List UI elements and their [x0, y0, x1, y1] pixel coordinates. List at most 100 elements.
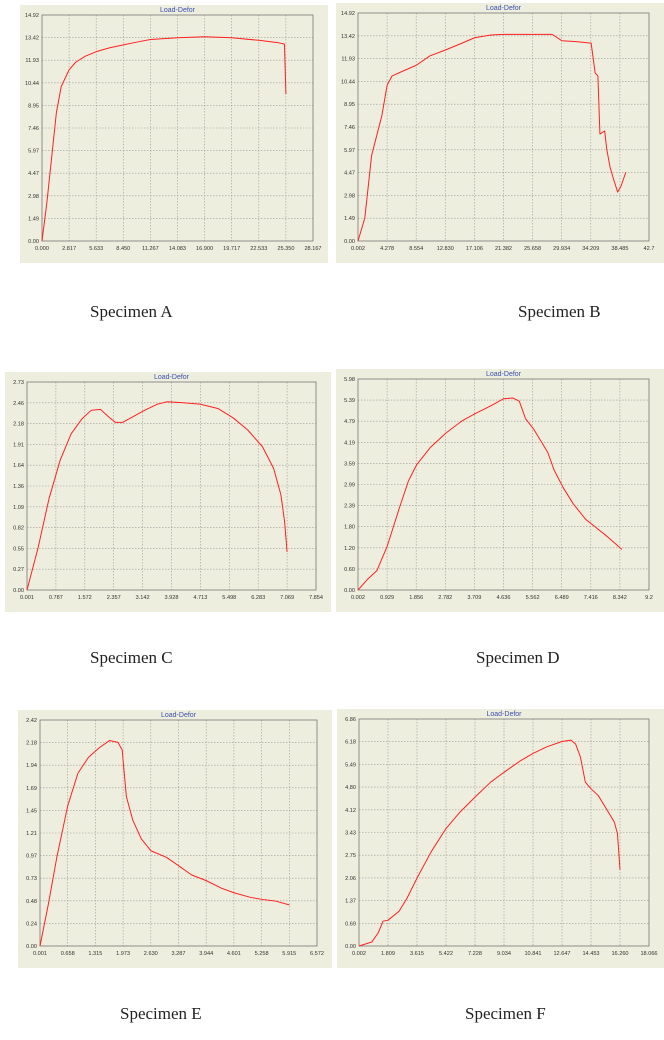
chart-6: Load-Defor 0.002 1.809 3.615 5.422 7.228 9.034… — [337, 709, 664, 968]
chart-1-x-tick-label: 5.633 — [89, 246, 103, 252]
chart-5-title: Load-Defor — [161, 712, 197, 719]
chart-3-frame — [26, 381, 317, 591]
chart-4-x-tick-label: 9.2 — [645, 595, 653, 601]
chart-1-y-tick-label: 7.46 — [28, 126, 39, 132]
chart-4-frame — [357, 378, 650, 591]
chart-2-title: Load-Defor — [486, 5, 522, 12]
chart-5-y-tick-label: 0.00 — [26, 944, 37, 950]
chart-5-x-tick-label: 5.258 — [255, 951, 269, 957]
chart-5-y-tick-label: 1.94 — [26, 763, 37, 769]
chart-1-x-tick-label: 8.450 — [116, 246, 130, 252]
chart-2-x-tick-label: 4.278 — [380, 246, 394, 252]
chart-4-x-tick-label: 7.416 — [584, 595, 598, 601]
chart-4-y-tick-label: 4.19 — [344, 440, 355, 446]
chart-5-y-tick-label: 0.73 — [26, 876, 37, 882]
chart-1-frame — [41, 14, 314, 242]
chart-1-y-tick-label: 4.47 — [28, 171, 39, 177]
chart-3-y-tick-label: 0.27 — [13, 567, 24, 573]
chart-1-y-tick-label: 1.49 — [28, 216, 39, 222]
chart-3-caption: Specimen C — [90, 648, 173, 667]
chart-2-y-tick-label: 14.92 — [341, 11, 355, 17]
chart-4-x-tick-label: 8.342 — [613, 595, 627, 601]
chart-6-x-tick-label: 5.422 — [439, 951, 453, 957]
chart-5-x-tick-label: 0.001 — [33, 951, 47, 957]
chart-1-x-tick-label: 19.717 — [223, 246, 240, 252]
chart-2-x-tick-label: 21.382 — [495, 246, 512, 252]
chart-4-y-tick-label: 2.39 — [344, 504, 355, 510]
chart-2: Load-Defor 0.002 4.278 8.554 12.830 17.106 21.… — [336, 3, 664, 263]
chart-5: Load-Defor 0.001 0.658 1.315 1.973 2.630 3.287… — [18, 710, 332, 968]
chart-6-y-tick-label: 4.80 — [345, 785, 356, 791]
chart-5-y-tick-label: 0.24 — [26, 921, 37, 927]
chart-5-x-tick-label: 1.973 — [116, 951, 130, 957]
chart-4-x-tick-label: 2.782 — [438, 595, 452, 601]
chart-6-x-tick-label: 12.647 — [553, 951, 570, 957]
chart-5-svg: Load-Defor 0.001 0.658 1.315 1.973 2.630 3.287… — [18, 710, 332, 968]
chart-2-y-tick-label: 8.95 — [344, 102, 355, 108]
chart-1-x-tick-label: 28.167 — [304, 246, 321, 252]
chart-6-y-tick-label: 6.18 — [345, 740, 356, 746]
chart-3-y-tick-label: 2.73 — [13, 380, 24, 386]
chart-4-y-tick-label: 5.98 — [344, 377, 355, 383]
chart-2-series-line — [357, 33, 627, 242]
chart-3-title: Load-Defor — [154, 374, 190, 381]
chart-3-x-tick-label: 7.069 — [280, 595, 294, 601]
chart-4: Load-Defor 0.002 0.929 1.856 2.782 3.709 4.636… — [336, 369, 664, 612]
chart-1-x-tick-label: 0.000 — [35, 246, 49, 252]
chart-3-x-tick-label: 1.572 — [78, 595, 92, 601]
chart-2-caption: Specimen B — [518, 302, 601, 321]
chart-1-caption: Specimen A — [90, 302, 173, 321]
chart-2-y-tick-label: 10.44 — [341, 79, 355, 85]
chart-4-y-tick-label: 5.39 — [344, 398, 355, 404]
chart-5-x-tick-label: 3.287 — [172, 951, 186, 957]
chart-6-series-line — [358, 739, 621, 947]
chart-6-svg: Load-Defor 0.002 1.809 3.615 5.422 7.228 9.034… — [337, 709, 664, 968]
chart-2-y-tick-label: 0.00 — [344, 239, 355, 245]
chart-2-y-tick-label: 5.97 — [344, 148, 355, 154]
chart-6-caption: Specimen F — [465, 1004, 546, 1023]
chart-4-y-tick-label: 4.79 — [344, 419, 355, 425]
chart-6-x-tick-label: 18.066 — [640, 951, 657, 957]
chart-6-y-tick-label: 2.06 — [345, 876, 356, 882]
chart-4-caption: Specimen D — [476, 648, 560, 667]
chart-3-y-tick-label: 1.36 — [13, 484, 24, 490]
chart-6-x-tick-label: 3.615 — [410, 951, 424, 957]
chart-1-x-tick-label: 22.533 — [250, 246, 267, 252]
chart-1-y-tick-label: 14.92 — [25, 13, 39, 19]
chart-4-series-line — [357, 397, 623, 591]
chart-5-series-line — [39, 740, 290, 947]
chart-6-x-tick-label: 14.453 — [582, 951, 599, 957]
chart-2-x-tick-label: 12.830 — [437, 246, 454, 252]
chart-2-y-tick-label: 2.98 — [344, 193, 355, 199]
chart-5-x-tick-label: 4.601 — [227, 951, 241, 957]
chart-3-x-tick-label: 5.498 — [222, 595, 236, 601]
chart-4-x-tick-label: 5.562 — [526, 595, 540, 601]
chart-1-y-tick-label: 10.44 — [25, 81, 39, 87]
chart-2-y-tick-label: 7.46 — [344, 125, 355, 131]
chart-1-x-tick-label: 2.817 — [62, 246, 76, 252]
chart-3-x-tick-label: 7.854 — [309, 595, 323, 601]
chart-1-svg: Load-Defor 0.000 2.817 5.633 8.450 11.267 14.0… — [20, 5, 328, 263]
chart-5-x-tick-label: 1.315 — [88, 951, 102, 957]
chart-4-x-tick-label: 6.489 — [555, 595, 569, 601]
chart-4-title: Load-Defor — [486, 371, 522, 378]
chart-3-x-tick-label: 2.357 — [107, 595, 121, 601]
chart-3-x-tick-label: 0.001 — [20, 595, 34, 601]
chart-6-y-tick-label: 2.75 — [345, 853, 356, 859]
chart-2-y-tick-label: 1.49 — [344, 216, 355, 222]
chart-4-y-tick-label: 0.00 — [344, 588, 355, 594]
chart-6-y-tick-label: 0.00 — [345, 944, 356, 950]
chart-1-series-line — [41, 36, 287, 242]
chart-3-y-tick-label: 1.09 — [13, 505, 24, 511]
chart-1: Load-Defor 0.000 2.817 5.633 8.450 11.267 14.0… — [20, 5, 328, 263]
chart-1-y-tick-label: 5.97 — [28, 149, 39, 155]
chart-2-x-tick-label: 25.658 — [524, 246, 541, 252]
chart-3-svg: Load-Defor 0.001 0.787 1.572 2.357 3.142 3.928… — [5, 372, 331, 612]
chart-5-caption: Specimen E — [120, 1004, 202, 1023]
chart-5-y-tick-label: 2.18 — [26, 741, 37, 747]
chart-3-y-tick-label: 2.46 — [13, 401, 24, 407]
chart-2-x-tick-label: 8.554 — [409, 246, 423, 252]
chart-2-x-tick-label: 42.7 — [644, 246, 655, 252]
chart-1-y-tick-label: 11.93 — [25, 58, 39, 64]
chart-3-x-tick-label: 0.787 — [49, 595, 63, 601]
